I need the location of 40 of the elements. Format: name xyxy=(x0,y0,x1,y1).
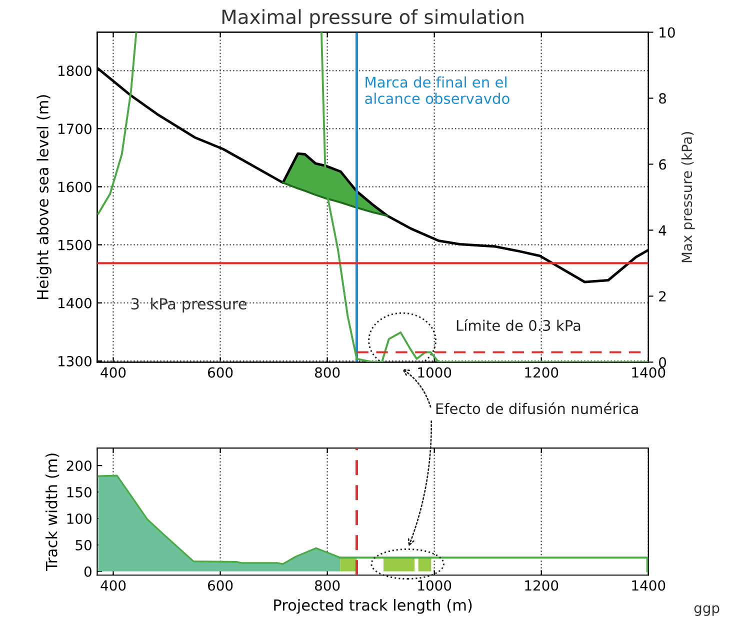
x-tick-label: 1200 xyxy=(525,367,558,378)
ref-line-label: Marca de final en el alcance observavdo xyxy=(365,76,510,104)
y-tick-label: 150 xyxy=(67,486,92,498)
x-axis-title: Projected track length (m) xyxy=(274,598,472,614)
line-series xyxy=(282,182,388,217)
x-tick-label: 1000 xyxy=(418,580,452,591)
y-tick-label: 50 xyxy=(76,540,92,550)
x-tick-label: 400 xyxy=(100,367,126,378)
x-tick-label: 1000 xyxy=(418,367,452,378)
x-tick-label: 1400 xyxy=(632,580,666,591)
x-tick-label: 800 xyxy=(315,367,340,378)
y-tick-label: 1700 xyxy=(58,124,92,134)
y2-axis-title: Max pressure (kPa) xyxy=(681,132,695,262)
y-axis-title: Height above sea level (m) xyxy=(36,95,52,300)
y-tick-label: 1500 xyxy=(58,240,92,250)
x-tick-label: 400 xyxy=(100,580,126,591)
annotation: 3 kPa pressure xyxy=(131,298,246,313)
y-tick-label: 200 xyxy=(66,460,92,472)
y-tick-label: 1300 xyxy=(58,356,92,366)
y2-tick-label: 8 xyxy=(659,93,666,104)
x-tick-label: 600 xyxy=(208,580,233,591)
x-tick-label: 800 xyxy=(315,580,340,591)
y2-tick-label: 6 xyxy=(659,159,666,170)
y-tick-label: 0 xyxy=(84,566,92,577)
y-axis-title: Track width (m) xyxy=(46,454,60,571)
y2-tick-label: 4 xyxy=(658,225,666,236)
y-tick-label: 1400 xyxy=(58,298,92,308)
y2-tick-label: 2 xyxy=(659,291,666,302)
annotation: Límite de 0.3 kPa xyxy=(456,319,580,331)
text: Efecto de difusión numérica xyxy=(436,402,638,414)
text: ggp xyxy=(694,605,720,616)
y-tick-label: 100 xyxy=(67,513,92,524)
y-tick-label: 1600 xyxy=(58,182,92,192)
y2-tick-label: 10 xyxy=(660,27,675,38)
x-tick-label: 1400 xyxy=(632,367,666,378)
y2-tick-label: 0 xyxy=(659,357,666,368)
chart-title: Maximal pressure of simulation xyxy=(222,9,524,28)
y-tick-label: 1800 xyxy=(58,66,92,76)
x-tick-label: 600 xyxy=(208,367,233,378)
x-tick-label: 1200 xyxy=(525,580,558,591)
